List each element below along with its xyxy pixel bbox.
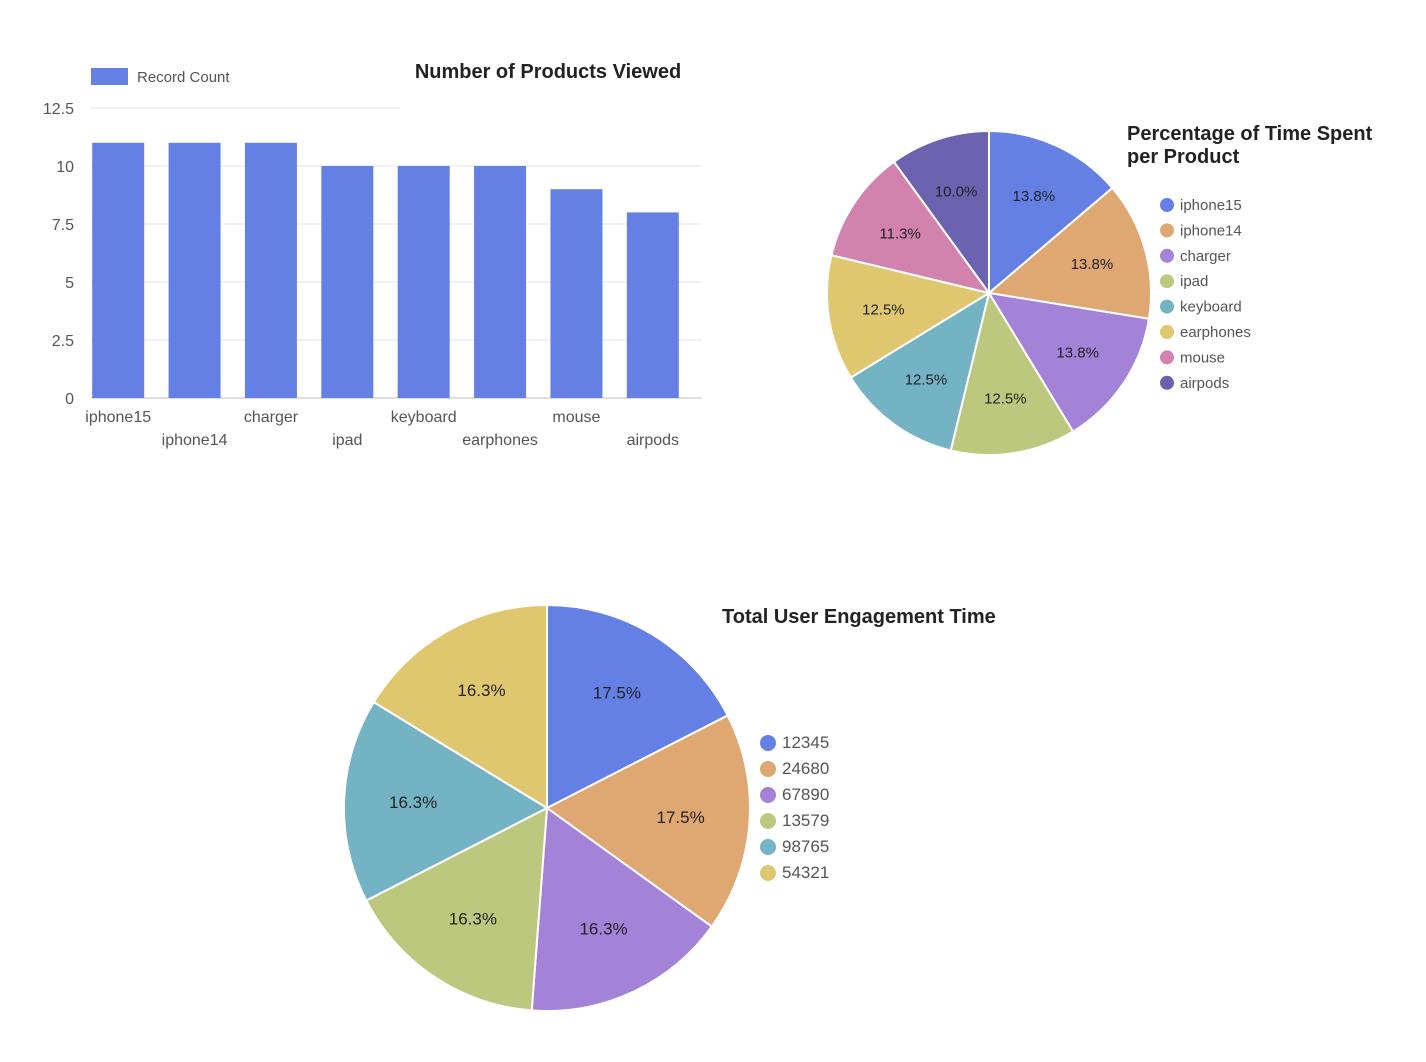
pie1-slice-charger xyxy=(987,291,1151,433)
pie2-legend-dot xyxy=(760,761,776,777)
pie1-legend-dot xyxy=(1160,274,1174,289)
pie1-legend-dot xyxy=(1160,198,1174,212)
pie1-title-line2: per Product xyxy=(1127,146,1240,168)
bar-y-tick-label: 2.5 xyxy=(52,333,74,350)
pie2-legend-label: 24680 xyxy=(782,759,829,778)
pie1-slice-keyboard xyxy=(849,290,991,452)
pie1-slice-label: 12.5% xyxy=(905,371,948,388)
pie1-legend-dot xyxy=(1160,325,1174,339)
pie1-legend-dot xyxy=(1160,248,1174,263)
pie2-slice-label: 17.5% xyxy=(656,808,704,827)
bar-x-tick-label: keyboard xyxy=(391,409,457,426)
pie1-slice-iphone15 xyxy=(988,129,1114,296)
pie1-slice-airpods xyxy=(892,129,990,297)
pie1-legend-dot xyxy=(1160,375,1174,390)
pie2-slice-54321 xyxy=(372,603,548,810)
pie2-legend-dot xyxy=(760,787,776,803)
pie1-legend-label: iphone14 xyxy=(1180,222,1242,239)
pie2-slice-12345 xyxy=(546,603,730,810)
bar-y-tick-label: 10 xyxy=(56,159,74,176)
bar-legend-swatch xyxy=(91,68,128,85)
pie1-slice-label: 13.8% xyxy=(1013,188,1056,205)
pie2-legend-dot xyxy=(760,813,776,829)
bar-x-tick-label: ipad xyxy=(332,432,362,449)
pie2-legend-dot xyxy=(760,839,776,855)
bar-x-tick-label: iphone14 xyxy=(162,432,228,449)
pie1-slice-label: 10.0% xyxy=(935,183,978,200)
pie2-slice-24680 xyxy=(545,714,751,928)
pie1-slice-label: 13.8% xyxy=(1071,256,1114,273)
pie2-legend-label: 54321 xyxy=(782,863,829,882)
pie2-slice-67890 xyxy=(530,806,714,1012)
pie2-slice-98765 xyxy=(343,700,550,902)
pie1-legend-label: earphones xyxy=(1180,324,1251,341)
bar-x-tick-label: airpods xyxy=(627,432,679,449)
bar-iphone14 xyxy=(168,142,221,398)
bar-iphone15 xyxy=(92,142,145,398)
pie2-legend-dot xyxy=(760,735,776,751)
bar-x-tick-label: mouse xyxy=(552,409,600,426)
pie1-legend-label: keyboard xyxy=(1180,299,1242,316)
pie1-legend-label: ipad xyxy=(1180,273,1208,290)
pie2-slice-label: 16.3% xyxy=(457,681,505,700)
pie1-legend-dot xyxy=(1160,350,1174,365)
pie2-legend-label: 13579 xyxy=(782,811,829,830)
pie2-slice-label: 16.3% xyxy=(449,910,497,929)
pie2-title: Total User Engagement Time xyxy=(722,606,996,628)
pie1-slice-mouse xyxy=(830,160,992,295)
bar-x-tick-label: earphones xyxy=(462,432,538,449)
pie2-legend-label: 12345 xyxy=(782,733,829,752)
bar-airpods xyxy=(626,212,679,398)
pie1-slice-label: 11.3% xyxy=(879,226,920,243)
pie1-slice-label: 12.5% xyxy=(984,391,1027,408)
pie2-slice-label: 17.5% xyxy=(593,684,641,703)
pie1-legend-label: airpods xyxy=(1180,375,1229,392)
pie2-legend-label: 67890 xyxy=(782,785,829,804)
bar-chart-title: Number of Products Viewed xyxy=(415,61,681,83)
pie1-legend-label: charger xyxy=(1180,248,1231,265)
bar-y-tick-label: 0 xyxy=(65,391,74,408)
bar-x-tick-label: charger xyxy=(244,409,299,426)
pie1-slice-ipad xyxy=(949,290,1075,456)
engagement-time-pie-chart: Total User Engagement Time 17.5% 17.5% 16.… xyxy=(343,603,996,1012)
bar-legend-label: Record Count xyxy=(137,69,230,86)
pie2-slice-13579 xyxy=(364,806,549,1012)
pie2-legend-dot xyxy=(760,865,776,881)
bar-keyboard xyxy=(397,166,450,398)
pie1-slice-iphone14 xyxy=(986,186,1152,320)
pie1-slice-label: 13.8% xyxy=(1056,345,1099,362)
bar-mouse xyxy=(550,189,603,398)
pie1-slice-earphones xyxy=(826,254,992,379)
bar-y-tick-label: 12.5 xyxy=(43,101,74,118)
pie2-slice-label: 16.3% xyxy=(389,793,437,812)
bar-earphones xyxy=(474,166,527,398)
pie2-slice-label: 16.3% xyxy=(579,919,627,938)
time-spent-pie-chart: Percentage of Time Spent per Product 13.… xyxy=(826,123,1373,456)
pie1-legend-label: iphone15 xyxy=(1180,197,1242,214)
pie1-legend-dot xyxy=(1160,299,1174,314)
pie1-legend-label: mouse xyxy=(1180,349,1225,366)
bar-ipad xyxy=(321,166,374,398)
bar-y-tick-label: 7.5 xyxy=(52,217,74,234)
bar-charger xyxy=(244,142,297,398)
pie1-legend-dot xyxy=(1160,223,1174,238)
bar-x-tick-label: iphone15 xyxy=(85,409,151,426)
pie1-title-line1: Percentage of Time Spent xyxy=(1127,123,1373,145)
products-viewed-bar-chart: Number of Products Viewed Record Count 0… xyxy=(43,61,702,449)
pie2-legend-label: 98765 xyxy=(782,837,829,856)
pie1-slice-label: 12.5% xyxy=(862,302,905,319)
bar-y-tick-label: 5 xyxy=(65,275,74,292)
